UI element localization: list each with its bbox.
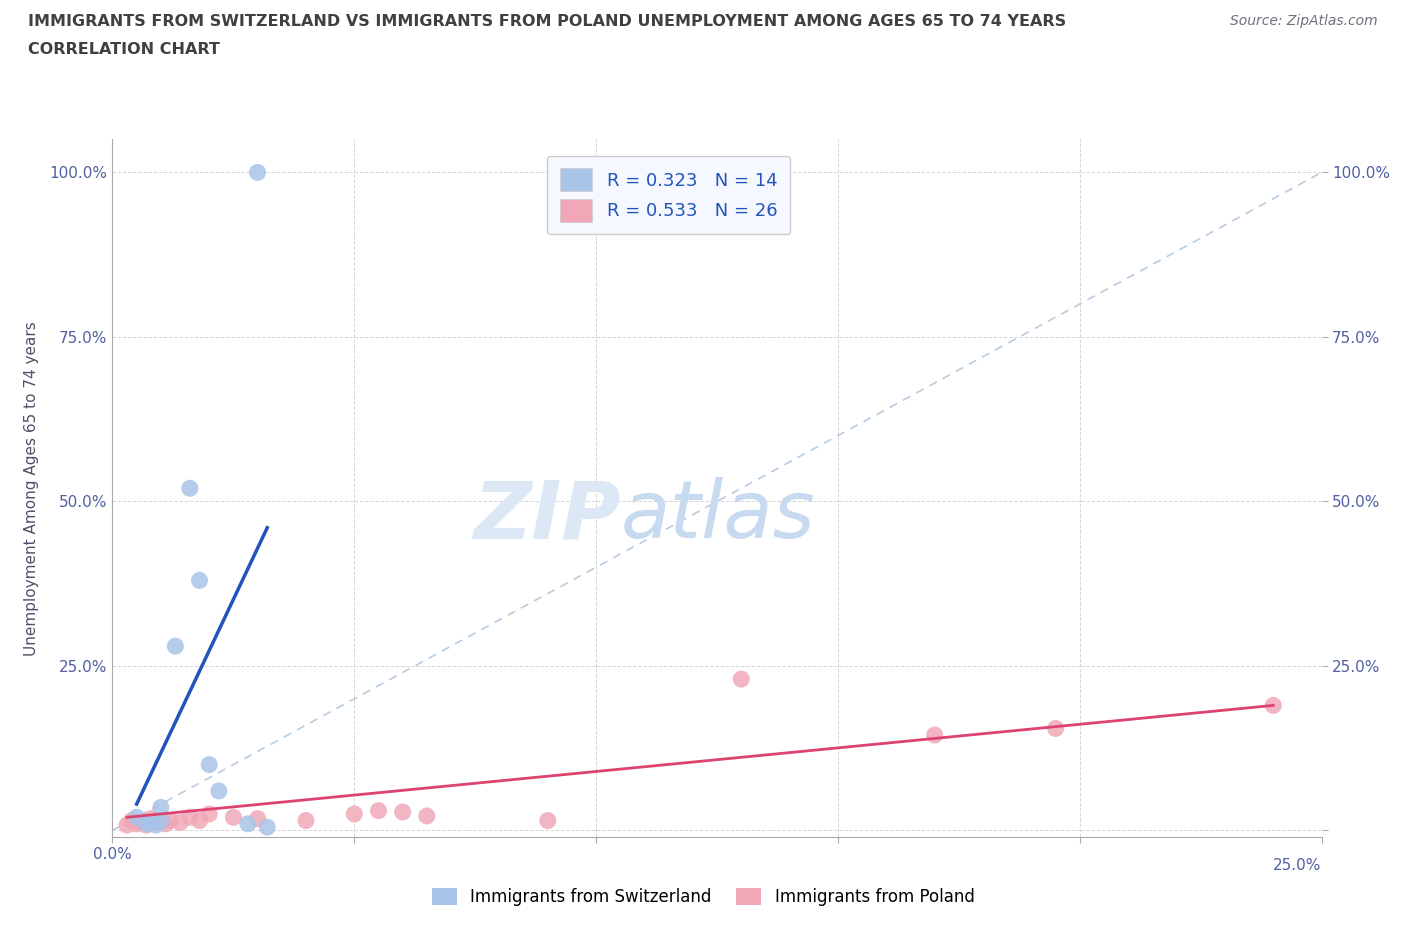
Point xyxy=(179,481,201,496)
Point xyxy=(141,815,163,830)
Point xyxy=(1263,698,1285,712)
Point xyxy=(135,817,157,831)
Point xyxy=(169,815,191,830)
Point xyxy=(149,813,172,828)
Text: CORRELATION CHART: CORRELATION CHART xyxy=(28,42,219,57)
Point xyxy=(198,806,221,821)
Point xyxy=(121,813,143,828)
Point xyxy=(159,813,181,828)
Point xyxy=(165,639,187,654)
Legend: Immigrants from Switzerland, Immigrants from Poland: Immigrants from Switzerland, Immigrants … xyxy=(425,881,981,912)
Point xyxy=(367,804,389,818)
Point xyxy=(188,573,211,588)
Point xyxy=(208,783,231,798)
Point xyxy=(924,727,946,742)
Point xyxy=(222,810,245,825)
Point xyxy=(135,817,157,832)
Point xyxy=(256,819,278,834)
Point xyxy=(236,817,259,831)
Point xyxy=(537,813,560,828)
Point xyxy=(730,671,752,686)
Text: atlas: atlas xyxy=(620,477,815,555)
Point xyxy=(145,815,167,830)
Point xyxy=(155,817,177,831)
Point xyxy=(149,813,172,828)
Point xyxy=(343,806,366,821)
Point xyxy=(115,817,138,832)
Point xyxy=(1045,721,1067,736)
Text: ZIP: ZIP xyxy=(472,477,620,555)
Legend: R = 0.323   N = 14, R = 0.533   N = 26: R = 0.323 N = 14, R = 0.533 N = 26 xyxy=(547,155,790,234)
Text: IMMIGRANTS FROM SWITZERLAND VS IMMIGRANTS FROM POLAND UNEMPLOYMENT AMONG AGES 65: IMMIGRANTS FROM SWITZERLAND VS IMMIGRANT… xyxy=(28,14,1066,29)
Point xyxy=(188,813,211,828)
Y-axis label: Unemployment Among Ages 65 to 74 years: Unemployment Among Ages 65 to 74 years xyxy=(24,321,38,656)
Point xyxy=(149,800,172,815)
Point xyxy=(198,757,221,772)
Point xyxy=(295,813,318,828)
Point xyxy=(145,817,167,832)
Point xyxy=(141,811,163,826)
Text: 25.0%: 25.0% xyxy=(1274,857,1322,873)
Text: Source: ZipAtlas.com: Source: ZipAtlas.com xyxy=(1230,14,1378,28)
Point xyxy=(125,810,148,825)
Point xyxy=(125,817,148,831)
Point xyxy=(131,815,153,830)
Point xyxy=(246,811,269,826)
Point xyxy=(246,165,269,179)
Point xyxy=(391,804,413,819)
Point xyxy=(416,808,439,823)
Point xyxy=(179,810,201,825)
